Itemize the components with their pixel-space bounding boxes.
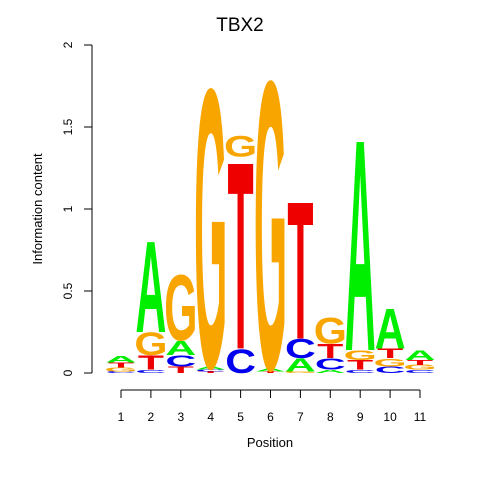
- x-tick-label: 4: [207, 410, 214, 424]
- x-tick-label: 10: [383, 410, 397, 424]
- logo-letter-G: G: [344, 347, 377, 363]
- logo-letter-C: C: [106, 371, 137, 374]
- logo-letter-G: G: [374, 356, 407, 369]
- logo-letter-G: G: [194, 6, 227, 452]
- logo-letter-A: A: [135, 214, 166, 361]
- logo-letter-C: C: [315, 355, 346, 373]
- logo-letter-A: A: [315, 369, 346, 374]
- logo-letter-A: A: [345, 77, 376, 414]
- x-axis-label: Position: [247, 435, 293, 450]
- logo-letter-T: T: [138, 352, 165, 375]
- logo-letter-T: T: [377, 346, 403, 362]
- y-tick-label: 1: [61, 205, 75, 212]
- logo-letter-C: C: [405, 369, 436, 374]
- logo-letter-G: G: [254, 0, 287, 457]
- logo-letter-C: C: [375, 365, 406, 375]
- logo-column-6: TAG: [254, 0, 287, 457]
- logo-letter-T: T: [317, 340, 344, 363]
- logo-letter-C: C: [285, 334, 316, 365]
- x-tick-label: 1: [118, 410, 125, 424]
- logo-letter-C: C: [135, 369, 166, 374]
- chart-title: TBX2: [216, 15, 264, 36]
- logo-letter-G: G: [104, 366, 137, 372]
- logo-letter-T: T: [347, 357, 373, 373]
- logo-letter-A: A: [375, 296, 406, 361]
- logo-letter-C: C: [225, 343, 256, 381]
- x-tick-label: 7: [297, 410, 304, 424]
- logo-letter-A: A: [255, 367, 286, 372]
- x-tick-label: 3: [177, 410, 184, 424]
- logo-letter-C: C: [165, 352, 196, 370]
- logo-letter-G: G: [284, 371, 317, 374]
- x-tick-label: 8: [327, 410, 334, 424]
- logo-letter-T: T: [407, 359, 434, 367]
- logo-letter-A: A: [405, 347, 436, 363]
- logo-letter-T: T: [228, 105, 254, 405]
- y-axis-label: Information content: [30, 153, 45, 265]
- logo-letter-T: T: [287, 162, 313, 382]
- logo-letter-G: G: [224, 130, 257, 163]
- x-tick-label: 11: [414, 410, 427, 424]
- x-axis: 1 2 3 4 5 6 7 8 9 10 11: [118, 389, 427, 424]
- x-tick-label: 2: [148, 410, 155, 424]
- logo-letter-A: A: [165, 337, 196, 360]
- y-tick-label: 0: [61, 369, 75, 376]
- y-tick-label: 2: [61, 41, 75, 48]
- y-tick-label: 0.5: [61, 282, 75, 299]
- logo-letter-A: A: [195, 366, 226, 371]
- x-tick-label: 9: [357, 410, 364, 424]
- y-axis: 0 0.5 1 1.5 2: [61, 41, 93, 376]
- x-tick-label: 6: [267, 410, 274, 424]
- x-tick-label: 5: [237, 410, 244, 424]
- logo-letter-G: G: [134, 326, 167, 362]
- logo-letter-G: G: [164, 257, 197, 361]
- logo-letter-C: C: [345, 369, 376, 374]
- logo-letter-G: G: [314, 311, 347, 352]
- logo-column-5: CTG: [224, 105, 257, 405]
- logo-letter-T: T: [168, 365, 194, 375]
- logo-letter-T: T: [108, 361, 135, 369]
- logo-letter-C: C: [195, 369, 226, 372]
- logo-letter-A: A: [285, 355, 316, 376]
- logo-letter-A: A: [106, 354, 137, 364]
- logo-letter-T: T: [257, 371, 284, 374]
- logo-letter-G: G: [403, 364, 436, 372]
- y-tick-label: 1.5: [61, 118, 75, 135]
- logo-letter-T: T: [198, 371, 225, 374]
